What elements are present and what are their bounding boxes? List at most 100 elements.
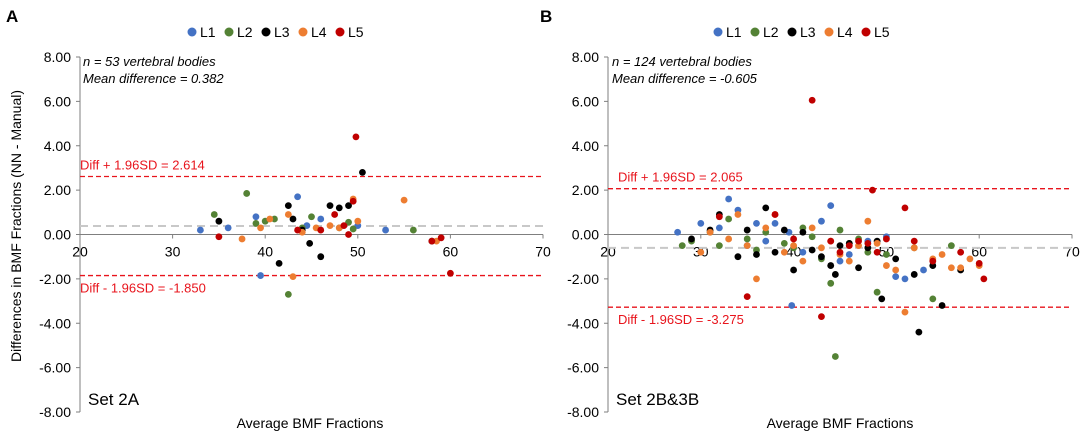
panel-b-point-l4	[947, 264, 955, 272]
panel-a-y-tick-label: 0.00	[44, 227, 71, 243]
panel-b-point-l5	[827, 237, 835, 245]
panel-b-legend-marker-l5	[861, 27, 871, 37]
panel-b-legend-label-l2: L2	[763, 24, 779, 40]
panel-b-annotation-mean: Mean difference = -0.605	[612, 71, 758, 86]
panel-a-point-l5	[428, 237, 436, 245]
panel-b-point-l1	[845, 251, 853, 258]
panel-a-legend-marker-l5	[335, 27, 345, 37]
panel-a-legend-label-l3: L3	[274, 24, 290, 40]
panel-b-letter: B	[540, 7, 552, 26]
panel-a-point-l1	[257, 272, 264, 279]
panel-b-point-l3	[780, 226, 788, 234]
panel-b-point-l2	[929, 295, 937, 303]
panel-b-point-l1	[697, 220, 705, 227]
panel-a-letter: A	[6, 7, 18, 26]
panel-b-legend-label-l4: L4	[837, 24, 853, 40]
panel-b-point-l3	[743, 226, 751, 234]
panel-b-annotation-n: n = 124 vertebral bodies	[612, 54, 752, 69]
panel-b-legend-label-l1: L1	[726, 24, 742, 40]
panel-b-set-label: Set 2B&3B	[616, 390, 699, 409]
panel-b-point-l5	[818, 313, 825, 320]
panel-a-point-l4	[400, 196, 408, 204]
panel-a-point-l3	[359, 168, 366, 176]
panel-a-point-l3	[275, 259, 283, 267]
panel-b-point-l3	[771, 248, 779, 256]
panel-a-x-tick-label: 40	[257, 244, 273, 260]
panel-a-point-l3	[317, 253, 325, 261]
panel-a-x-tick-label: 70	[535, 244, 551, 260]
panel-b-point-l4	[753, 275, 760, 283]
panel-a-point-l5	[352, 133, 360, 141]
panel-a-point-l3	[289, 215, 297, 223]
panel-b-point-l2	[827, 279, 835, 287]
panel-b-point-l1	[836, 257, 844, 265]
panel-b-point-l5	[743, 293, 751, 301]
panel-b-point-l5	[975, 259, 983, 267]
panel-b-point-l2	[678, 242, 686, 249]
panel-a-y-tick-label: -6.00	[39, 360, 71, 376]
panel-b-point-l5	[980, 275, 988, 283]
panel-b-point-l5	[873, 248, 881, 256]
panel-b-point-l5	[845, 242, 853, 249]
panel-b-point-l4	[762, 224, 770, 232]
panel-b-lower-limit-label: Diff - 1.96SD = -3.275	[618, 312, 744, 327]
y-axis-title: Differences in BMF Fractions (NN - Manua…	[8, 90, 24, 362]
panel-b-point-l3	[762, 204, 770, 212]
panel-b-point-l4	[892, 266, 900, 274]
panel-a-point-l5	[437, 234, 445, 242]
panel-b-point-l4	[734, 211, 742, 218]
panel-a-point-l1	[252, 213, 260, 221]
panel-b-point-l1	[771, 220, 779, 227]
panel-b-point-l1	[725, 195, 733, 203]
panel-b-point-l5	[808, 96, 816, 104]
panel-b-point-l3	[688, 235, 695, 243]
panel-b-point-l4	[706, 228, 714, 236]
panel-b-point-l2	[873, 288, 881, 296]
panel-a-point-l2	[409, 226, 417, 234]
panel-a-legend-marker-l2	[224, 27, 234, 37]
panel-a-point-l3	[345, 202, 352, 210]
panel-a-point-l1	[382, 226, 389, 234]
panel-a-y-tick-label: 8.00	[44, 49, 71, 65]
panel-a-set-label: Set 2A	[88, 390, 140, 409]
panel-a-point-l3	[306, 239, 314, 247]
panel-b-point-l3	[878, 295, 886, 303]
panel-b-point-l5	[883, 235, 890, 243]
panel-a-point-l5	[340, 222, 348, 230]
panel-a-point-l5	[215, 233, 223, 241]
panel-b-point-l2	[831, 353, 839, 360]
panel-b-point-l1	[892, 273, 900, 281]
panel-b-legend-marker-l3	[787, 27, 797, 37]
panel-a-point-l1	[224, 224, 232, 232]
panel-b-point-l3	[915, 328, 923, 336]
panel-b-legend-marker-l4	[824, 27, 834, 37]
panel-b-point-l3	[790, 266, 797, 274]
panel-b-point-l4	[864, 217, 872, 225]
panel-b-point-l4	[957, 264, 965, 272]
panel-a-legend-label-l5: L5	[348, 24, 364, 40]
panel-a-point-l5	[345, 231, 352, 238]
panel-a-upper-limit-label: Diff + 1.96SD = 2.614	[80, 158, 205, 173]
panel-a-point-l5	[349, 197, 357, 205]
panel-a-point-l2	[284, 291, 292, 298]
panel-b-point-l5	[715, 213, 723, 221]
panel-b-point-l3	[818, 253, 825, 261]
panel-b-point-l1	[901, 275, 909, 283]
panel-b-point-l3	[799, 228, 807, 236]
panel-a-x-tick-label: 60	[443, 244, 459, 260]
panel-b-point-l4	[743, 242, 751, 249]
panel-b-point-l2	[883, 251, 890, 258]
panel-b-upper-limit-label: Diff + 1.96SD = 2.065	[618, 170, 743, 185]
panel-b-point-l3	[808, 246, 816, 254]
panel-b-point-l2	[743, 235, 751, 243]
panel-b-point-l4	[938, 251, 946, 258]
panel-b-point-l5	[790, 235, 797, 243]
panel-a-y-tick-label: -8.00	[39, 404, 71, 420]
panel-a-point-l2	[243, 190, 251, 197]
panel-b-point-l4	[725, 235, 733, 243]
panel-b-point-l4	[883, 262, 890, 269]
panel-a-point-l3	[284, 202, 292, 210]
panel-a-point-l1	[317, 215, 325, 223]
panel-a-annotation-mean: Mean difference = 0.382	[83, 71, 224, 86]
